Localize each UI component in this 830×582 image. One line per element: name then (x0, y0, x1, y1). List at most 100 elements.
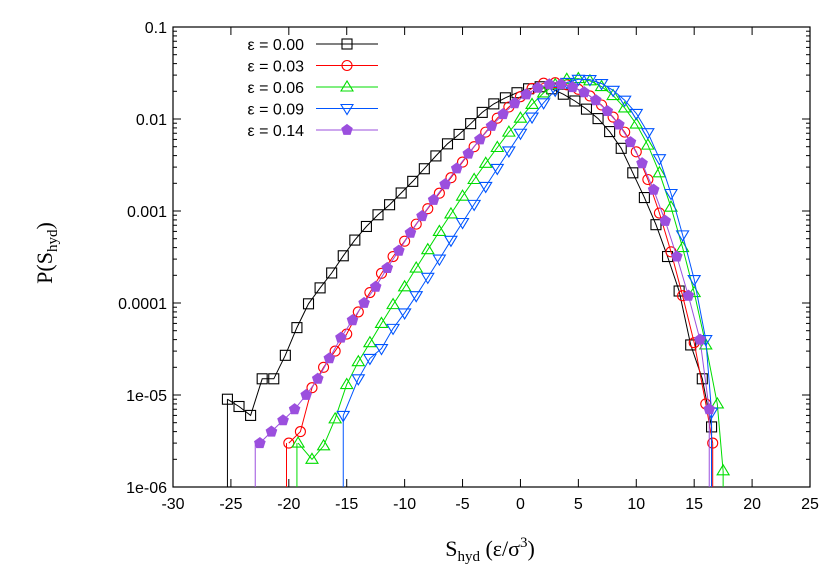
data-point (488, 98, 500, 110)
data-point (277, 414, 289, 426)
data-point (606, 88, 621, 101)
data-point (409, 260, 424, 273)
data-point (664, 188, 678, 201)
data-point (352, 306, 364, 318)
data-point (311, 372, 324, 384)
data-point (387, 250, 399, 263)
data-point (566, 80, 579, 93)
data-point (571, 74, 586, 87)
x-tick-label: 5 (574, 496, 583, 513)
legend-entry: ε = 0.06 (247, 79, 378, 97)
data-point (441, 138, 454, 150)
data-point (629, 108, 644, 121)
data-point (420, 242, 435, 255)
series-4 (254, 78, 716, 487)
data-point (675, 230, 690, 242)
data-point (607, 111, 619, 123)
data-point (615, 142, 627, 154)
data-point (687, 285, 702, 298)
data-point (326, 267, 338, 279)
legend: ε = 0.00 ε = 0.03 ε = 0.06 ε = 0.09 ε = 0.14 (247, 37, 378, 140)
data-point (571, 71, 586, 84)
data-point (617, 95, 632, 108)
data-point (490, 163, 505, 176)
data-point (291, 322, 303, 334)
legend-entry: ε = 0.03 (247, 59, 378, 76)
data-point (671, 250, 683, 262)
data-point (386, 297, 401, 310)
legend-label: ε = 0.09 (247, 102, 304, 119)
legend-label: ε = 0.03 (247, 59, 304, 76)
data-point (305, 452, 319, 464)
legend-swatch-marker (341, 59, 353, 72)
data-point (513, 128, 528, 141)
data-point (430, 150, 442, 162)
data-point (407, 175, 419, 187)
data-point (589, 94, 602, 106)
data-point (418, 163, 430, 175)
data-point (432, 254, 447, 267)
data-point (478, 156, 493, 168)
data-point (395, 187, 407, 199)
data-point (397, 279, 412, 292)
data-point (462, 147, 475, 159)
data-point (386, 323, 401, 336)
data-point (501, 125, 516, 137)
data-point (520, 88, 533, 100)
data-point (410, 218, 422, 230)
data-point (245, 409, 257, 421)
data-point (455, 189, 470, 201)
data-point (328, 411, 343, 424)
data-point (283, 437, 295, 449)
data-point (302, 298, 315, 310)
data-point (497, 107, 509, 120)
data-point (369, 280, 382, 292)
data-point (445, 172, 457, 184)
data-point (650, 219, 662, 231)
data-point (364, 286, 376, 299)
data-point (664, 200, 678, 212)
data-point (592, 113, 604, 125)
data-point (636, 157, 648, 169)
data-point (323, 352, 336, 364)
data-point (422, 203, 434, 215)
data-point (427, 193, 440, 205)
data-point (433, 187, 445, 199)
legend-label: ε = 0.00 (247, 37, 304, 54)
data-point (480, 126, 492, 138)
x-tick-label: -15 (335, 496, 358, 513)
data-point (455, 217, 470, 230)
data-point (439, 178, 451, 190)
data-point (339, 377, 354, 390)
data-point (613, 118, 625, 130)
data-point (443, 206, 458, 219)
legend-label: ε = 0.14 (247, 123, 304, 140)
data-point (580, 103, 593, 115)
series-1 (283, 77, 719, 487)
data-point (221, 393, 233, 405)
data-point (300, 388, 312, 400)
data-point (443, 235, 458, 248)
plot-border (172, 26, 811, 488)
series-layer (221, 71, 731, 487)
data-point (536, 98, 551, 110)
data-point (640, 138, 655, 150)
data-point (629, 117, 644, 129)
data-point (288, 403, 301, 415)
data-point (268, 373, 280, 385)
data-point (294, 426, 306, 438)
data-point (619, 126, 631, 138)
data-point (478, 181, 493, 194)
data-point (346, 314, 359, 326)
data-point (653, 207, 665, 219)
data-point (420, 272, 435, 285)
data-point (404, 226, 417, 238)
legend-entry: ε = 0.00 (247, 37, 378, 54)
x-tick-label: 10 (627, 496, 645, 513)
data-point (393, 244, 405, 256)
data-point (476, 106, 488, 118)
legend-swatch-marker (340, 103, 354, 116)
x-tick-label: -10 (393, 496, 416, 513)
data-point (642, 173, 654, 186)
data-point (682, 289, 695, 301)
